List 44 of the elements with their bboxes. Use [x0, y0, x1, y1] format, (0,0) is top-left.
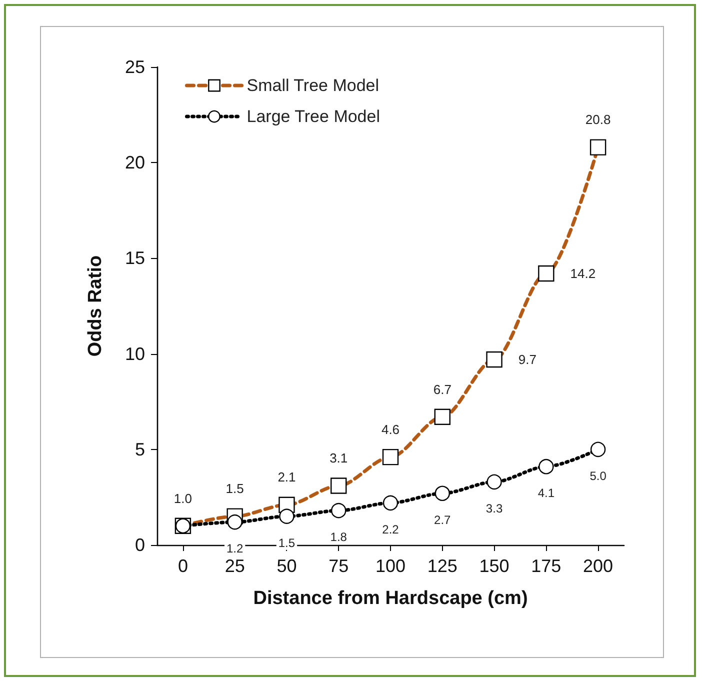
- data-label: 1.0: [174, 490, 192, 506]
- data-label: 1.5: [278, 536, 296, 550]
- x-tick-label: 175: [531, 556, 562, 576]
- y-tick-label: 25: [124, 57, 145, 77]
- x-tick-label: 50: [276, 556, 297, 576]
- data-label: 2.1: [278, 470, 296, 485]
- data-label: 3.1: [330, 450, 348, 466]
- x-tick-label: 0: [178, 556, 188, 576]
- data-label: 2.7: [434, 512, 452, 527]
- point: [227, 514, 242, 530]
- point: [538, 459, 554, 474]
- y-tick-label: 10: [124, 344, 145, 364]
- data-label: 1.8: [330, 530, 348, 544]
- data-label: 1.5: [226, 481, 244, 496]
- data-label: 4.6: [381, 422, 400, 437]
- x-tick-label: 100: [375, 556, 406, 576]
- legend-label: Large Tree Model: [246, 107, 380, 126]
- x-tick-label: 25: [224, 556, 245, 576]
- point: [590, 442, 606, 457]
- x-tick-label: 150: [479, 556, 510, 576]
- legend-label: Small Tree Model: [246, 76, 380, 95]
- data-label: 2.2: [382, 522, 400, 537]
- data-label: 6.7: [433, 382, 452, 397]
- data-label: 9.7: [518, 352, 536, 368]
- y-tick-label: 15: [124, 248, 145, 268]
- x-axis-title: Distance from Hardscape (cm): [253, 588, 528, 609]
- point: [486, 474, 502, 490]
- y-tick-label: 0: [134, 535, 145, 555]
- x-tick-label: 75: [328, 556, 349, 576]
- point: [434, 486, 450, 501]
- point: [331, 502, 346, 518]
- x-tick-label: 200: [583, 556, 614, 576]
- y-tick-label: 5: [134, 439, 145, 460]
- data-label: 14.2: [570, 266, 596, 281]
- point: [382, 495, 398, 511]
- y-tick-label: 20: [124, 152, 145, 173]
- data-label: 1.2: [226, 542, 244, 556]
- y-axis-title: Odds Ratio: [85, 255, 106, 357]
- data-label: 4.1: [538, 486, 555, 500]
- data-label: 3.3: [486, 502, 503, 516]
- x-tick-label: 125: [427, 556, 458, 576]
- data-label: 20.8: [585, 112, 611, 128]
- data-label: 5.0: [590, 469, 607, 483]
- point: [279, 508, 294, 524]
